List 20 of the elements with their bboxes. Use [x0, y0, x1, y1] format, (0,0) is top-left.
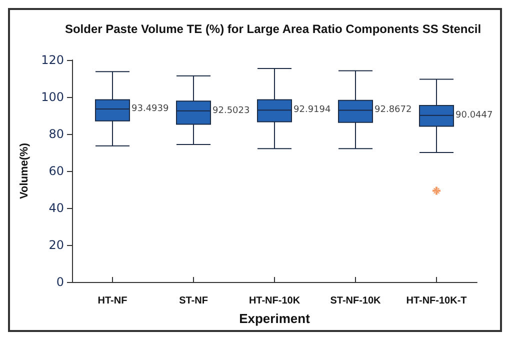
x-axis-title: Experiment: [239, 311, 311, 326]
y-axis-title: Volume(%): [18, 142, 31, 200]
y-tick-label: 120: [41, 53, 64, 67]
chart-title: Solder Paste Volume TE (%) for Large Area Ratio Components SS Stencil: [64, 22, 482, 36]
x-tick-label: ST-NF-10K: [330, 296, 382, 306]
x-tick-label: HT-NF-10K: [248, 296, 301, 306]
text: 90.0447: [456, 110, 493, 120]
text: 92.9194: [294, 105, 331, 116]
x-tick-label: ST-NF: [179, 296, 208, 306]
text: 93.4939: [132, 104, 169, 114]
y-tick-label: 80: [48, 127, 64, 141]
x-tick-label: HT-NF: [98, 296, 128, 306]
x-tick-label: HT-NF-10K-T: [406, 296, 467, 306]
y-tick-label: 20: [48, 238, 64, 252]
y-tick-label: 0: [56, 275, 64, 289]
text: 92.8672: [374, 105, 412, 116]
y-tick-label: 100: [41, 90, 64, 104]
y-tick-label: 60: [48, 164, 64, 178]
text: 92.5023: [212, 106, 250, 116]
y-tick-label: 40: [48, 201, 64, 215]
